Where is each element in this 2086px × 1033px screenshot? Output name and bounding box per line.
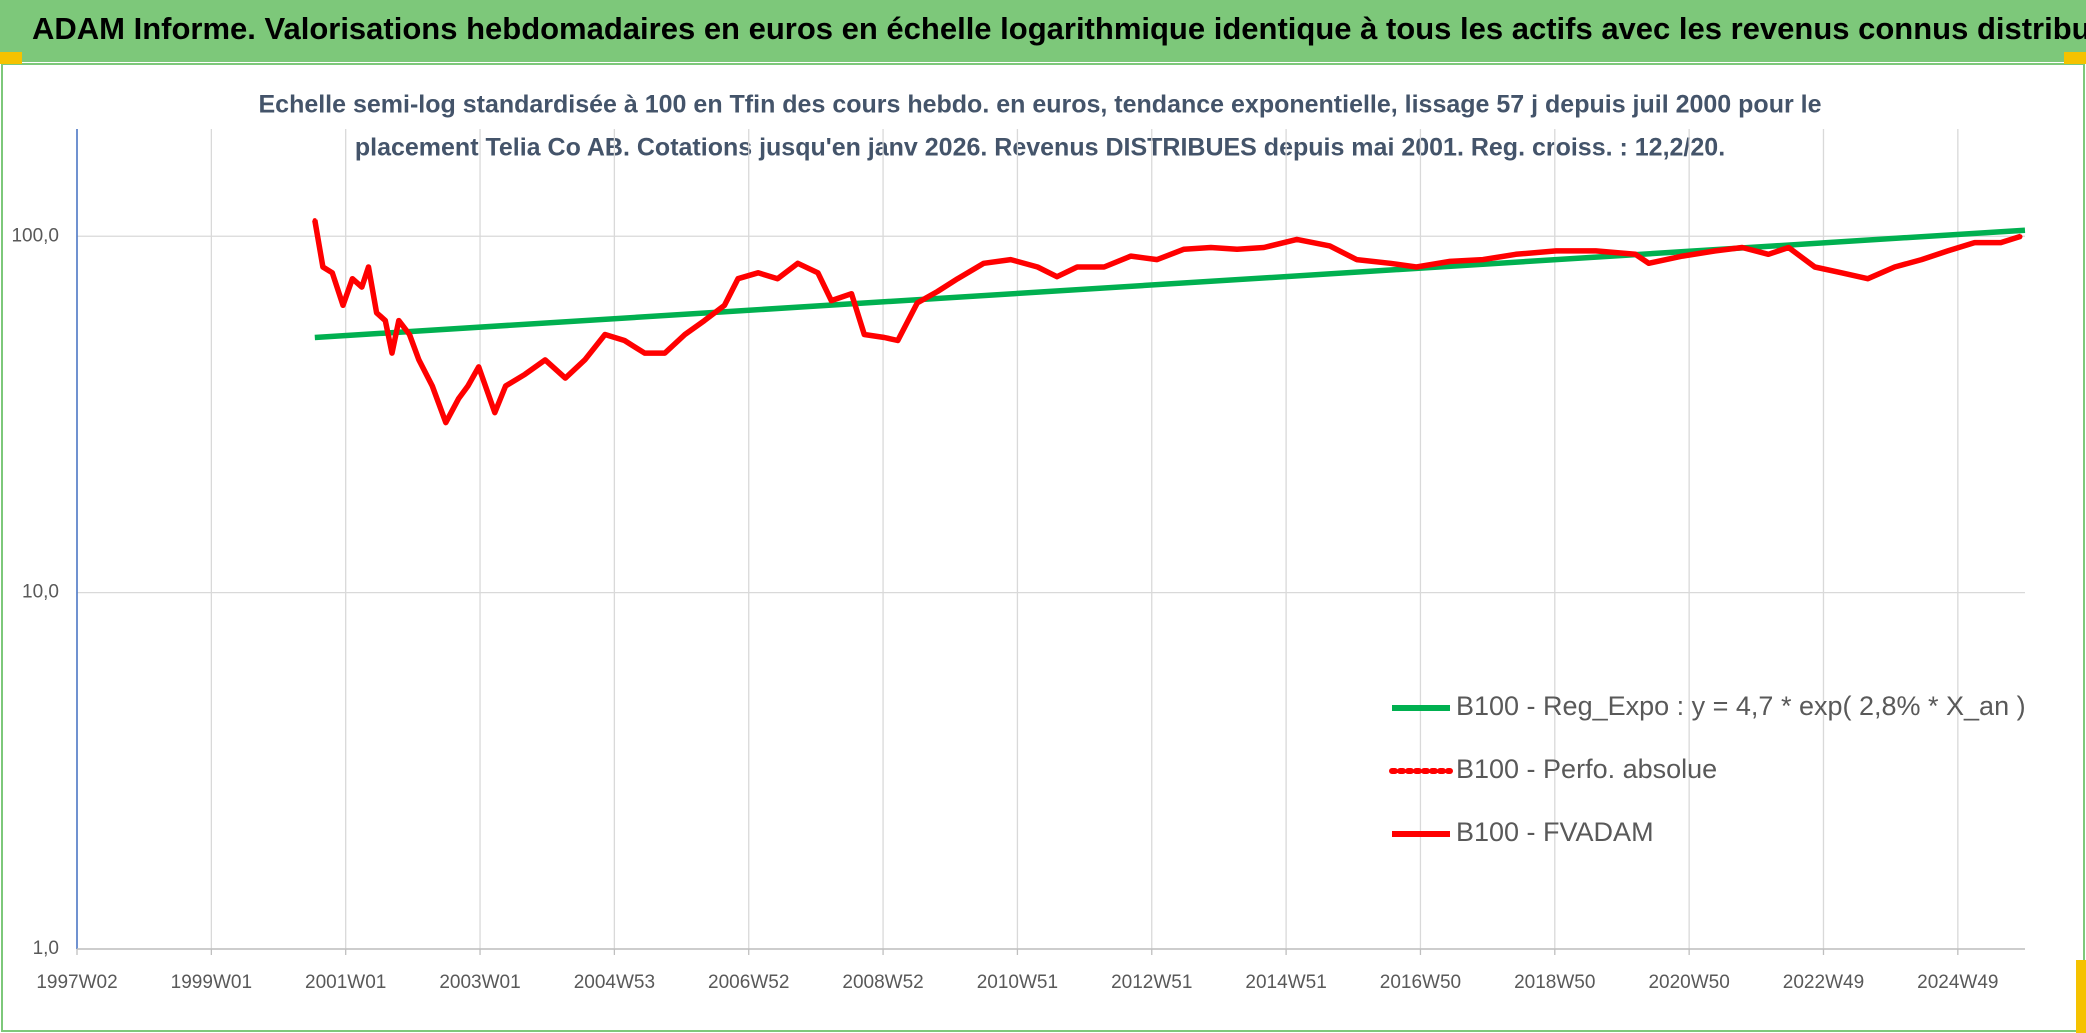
x-tick-label: 2012W51 [1111,972,1192,993]
x-tick-label: 1997W02 [36,972,117,993]
header-title: ADAM Informe. Valorisations hebdomadaire… [32,11,2086,46]
header-bar [0,0,2086,62]
y-tick-label: 1,0 [33,938,59,959]
subtitle: Echelle semi-log standardisée à 100 en T… [258,91,1821,119]
x-tick-label: 2014W51 [1245,972,1326,993]
x-tick-label: 2022W49 [1783,972,1864,993]
x-tick-label: 2010W51 [977,972,1058,993]
series-line [314,227,2026,341]
x-tick-label: 2016W50 [1380,972,1461,993]
legend-label: B100 - Reg_Expo : y = 4,7 * exp( 2,8% * … [1456,691,2026,721]
series-line [312,219,2022,426]
x-tick-label: 2018W50 [1514,972,1595,993]
frame [1,63,2085,1032]
corner [2076,960,2086,1033]
y-tick-label: 10,0 [22,582,59,603]
corner [0,52,22,64]
legend-label: B100 - Perfo. absolue [1456,754,1717,784]
x-tick-label: 2006W52 [708,972,789,993]
x-tick-label: 2004W53 [574,972,655,993]
legend-label: B100 - FVADAM [1456,817,1654,847]
x-tick-label: 2003W01 [439,972,520,993]
y-tick-label: 100,0 [11,225,59,246]
x-tick-label: 2020W50 [1648,972,1729,993]
subtitle: placement Telia Co AB. Cotations jusqu'e… [355,134,1725,162]
x-tick-label: 2008W52 [842,972,923,993]
x-tick-label: 2001W01 [305,972,386,993]
x-tick-label: 1999W01 [171,972,252,993]
corner [2064,52,2086,64]
x-tick-label: 2024W49 [1917,972,1998,993]
